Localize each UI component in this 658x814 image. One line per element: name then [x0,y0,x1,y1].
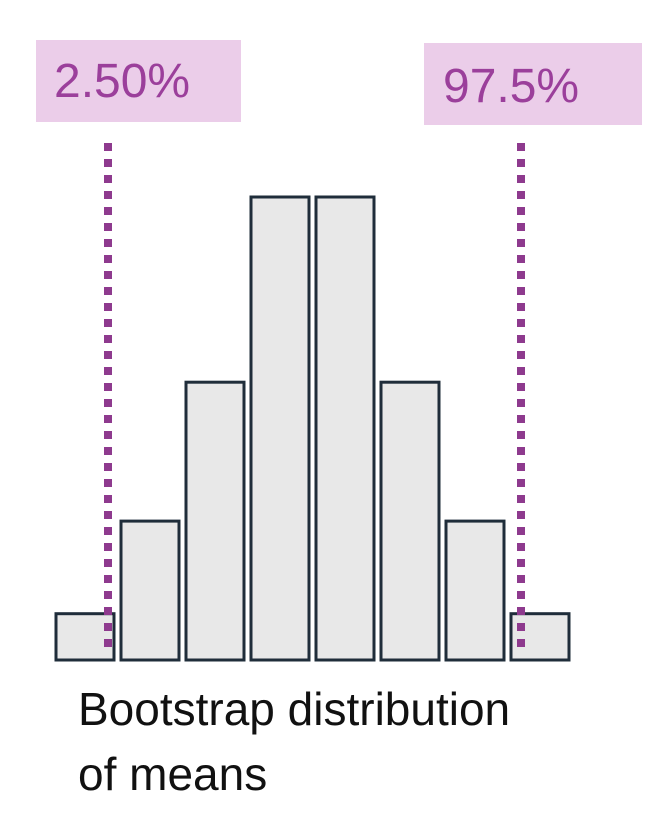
bar [54,612,116,662]
bars [54,195,571,662]
lower-percentile-label: 2.50% [54,55,190,108]
bar [444,519,506,662]
caption-line: of means [78,748,267,800]
bar [249,195,311,662]
bar [119,519,181,662]
caption-line: Bootstrap distribution [78,683,510,735]
upper-percentile-label: 97.5% [443,60,579,113]
bar [314,195,376,662]
bar [379,380,441,662]
bar [509,612,571,662]
label-box [424,43,642,125]
bar [184,380,246,662]
label-box [36,40,241,122]
